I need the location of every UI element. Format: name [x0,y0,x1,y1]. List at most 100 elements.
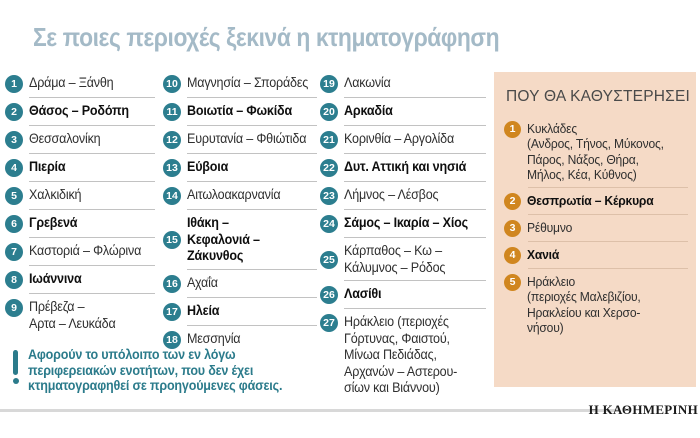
item-label: Λακωνία [344,75,391,90]
region-list-item: 13 Εύβοια [163,154,319,182]
item-number-badge: 10 [163,75,181,93]
region-list-item: 14 Αιτωλοακαρνανία [163,182,319,210]
footnote-text: Αφορούν το υπόλοιπο των εν λόγω περιφερε… [28,347,283,393]
item-number-badge: 25 [320,250,338,269]
brand-logo: Η ΚΑΘΗΜΕΡΙΝΗ [588,402,698,417]
item-label: Θεσπρωτία – Κέρκυρα [527,192,654,208]
item-number-badge: 8 [5,271,23,289]
item-number-badge: 19 [320,75,338,93]
item-number-badge: 6 [5,215,23,233]
item-number-badge: 1 [504,120,521,138]
item-label: Λασίθι [344,286,382,301]
item-label: Ευρυτανία – Φθιώτιδα [187,131,307,146]
item-number-badge: 27 [320,314,338,332]
item-number-badge: 22 [320,159,338,177]
item-label: Κορινθία – Αργολίδα [344,131,455,146]
sidebar-title: ΠΟΥ ΘΑ ΚΑΘΥΣΤΕΡΗΣΕΙ [506,88,690,105]
item-label: Χαλκιδική [29,187,82,202]
region-list-item: 12 Ευρυτανία – Φθιώτιδα [163,126,319,154]
region-list-item: 23 Λήμνος – Λέσβος [320,182,488,210]
item-number-badge: 1 [5,75,23,93]
page-title: Σε ποιες περιοχές ξεκινά η κτηματογράφησ… [33,22,500,52]
region-list-item: 1 Κυκλάδες (Ανδρος, Τήνος, Μύκονος, Πάρος… [504,116,688,188]
item-label: Μεσσηνία [187,330,241,346]
item-label: Εύβοια [187,159,229,174]
region-list-item: 4 Πιερία [5,154,157,182]
region-list-item: 7 Καστοριά – Φλώρινα [5,238,157,266]
item-number-badge: 3 [504,219,521,237]
region-list-item: 19 Λακωνία [320,70,488,98]
item-label: Κυκλάδες (Ανδρος, Τήνος, Μύκονος, Πάρος,… [527,120,664,183]
item-number-badge: 20 [320,103,338,121]
item-label: Θάσος – Ροδόπη [29,103,129,118]
region-list-item: 24 Σάμος – Ικαρία – Χίος [320,210,488,238]
sidebar-delayed-regions: ΠΟΥ ΘΑ ΚΑΘΥΣΤΕΡΗΣΕΙ 1 Κυκλάδες (Ανδρος, Τ… [494,72,696,387]
item-number-badge: 3 [5,131,23,149]
region-list-item: 18 Μεσσηνία [163,326,319,354]
item-number-badge: 14 [163,187,181,205]
item-label: Πιερία [29,159,66,174]
region-list-item: 17 Ηλεία [163,298,319,326]
region-list-item: 6 Γρεβενά [5,210,157,238]
region-list-item: 3 Ρέθυμνο [504,215,688,242]
region-list-column-3: 19 Λακωνία 20 Αρκαδία 21 Κορινθία – Αργολίδα 2… [320,70,488,402]
item-number-badge: 26 [320,286,338,304]
item-number-badge: 7 [5,243,23,261]
item-number-badge: 4 [504,246,521,264]
item-number-badge: 15 [163,230,181,249]
item-label: Αχαΐα [187,274,218,290]
region-list-item: 25 Κάρπαθος – Κω – Κάλυμνος – Ρόδος [320,238,488,281]
item-number-badge: 23 [320,187,338,205]
item-label: Γρεβενά [29,215,78,230]
sidebar-list: 1 Κυκλάδες (Ανδρος, Τήνος, Μύκονος, Πάρος… [504,116,688,341]
region-list-item: 21 Κορινθία – Αργολίδα [320,126,488,154]
region-list-item: 26 Λασίθι [320,281,488,309]
item-number-badge: 16 [163,274,181,293]
region-list-item: 4 Χανιά [504,242,688,269]
item-label: Θεσσαλονίκη [29,131,101,146]
item-label: Καστοριά – Φλώρινα [29,243,142,258]
region-list-column-2: 10 Μαγνησία – Σποράδες 11 Βοιωτία – Φωκίδα 1… [163,70,319,354]
item-label: Ηλεία [187,302,220,318]
item-number-badge: 2 [5,103,23,121]
exclamation-icon [12,347,19,394]
region-list-item: 20 Αρκαδία [320,98,488,126]
region-list-item: 9 Πρέβεζα – Αρτα – Λευκάδα [5,294,157,337]
region-list-item: 2 Θεσπρωτία – Κέρκυρα [504,188,688,215]
region-list-item: 11 Βοιωτία – Φωκίδα [163,98,319,126]
item-label: Ρέθυμνο [527,219,573,235]
item-label: Λήμνος – Λέσβος [344,187,439,202]
item-number-badge: 12 [163,131,181,149]
item-label: Ηράκλειο (περιοχές Μαλεβιζίου, Ηρακλείου… [527,273,641,336]
item-number-badge: 5 [504,273,521,291]
item-number-badge: 9 [5,299,23,317]
item-label: Κάρπαθος – Κω – Κάλυμνος – Ρόδος [344,243,446,275]
item-number-badge: 4 [5,159,23,177]
item-label: Δυτ. Αττική και νησιά [344,159,467,174]
item-number-badge: 13 [163,159,181,177]
region-list-item: 5 Χαλκιδική [5,182,157,210]
region-list-item: 15 Ιθάκη – Κεφαλονιά – Ζάκυνθος [163,210,319,270]
item-number-badge: 21 [320,131,338,149]
item-label: Δράμα – Ξάνθη [29,75,114,90]
item-number-badge: 11 [163,103,181,121]
item-label: Ιθάκη – Κεφαλονιά – Ζάκυνθος [187,215,260,263]
item-number-badge: 18 [163,330,181,349]
item-label: Πρέβεζα – Αρτα – Λευκάδα [29,299,116,331]
item-label: Βοιωτία – Φωκίδα [187,103,293,118]
item-label: Μαγνησία – Σποράδες [187,75,309,90]
region-list-column-1: 1 Δράμα – Ξάνθη 2 Θάσος – Ροδόπη 3 Θεσσαλονίκ… [5,70,157,337]
item-label: Αρκαδία [344,103,393,118]
item-label: Ιωάννινα [29,271,82,286]
item-label: Αιτωλοακαρνανία [187,187,281,202]
item-number-badge: 17 [163,302,181,321]
footnote: Αφορούν το υπόλοιπο των εν λόγω περιφερε… [12,347,301,394]
region-list-item: 5 Ηράκλειο (περιοχές Μαλεβιζίου, Ηρακλείο… [504,269,688,341]
region-list-item: 3 Θεσσαλονίκη [5,126,157,154]
region-list-item: 16 Αχαΐα [163,270,319,298]
footer-divider [0,409,620,412]
region-list-item: 1 Δράμα – Ξάνθη [5,70,157,98]
item-number-badge: 5 [5,187,23,205]
item-number-badge: 2 [504,192,521,210]
